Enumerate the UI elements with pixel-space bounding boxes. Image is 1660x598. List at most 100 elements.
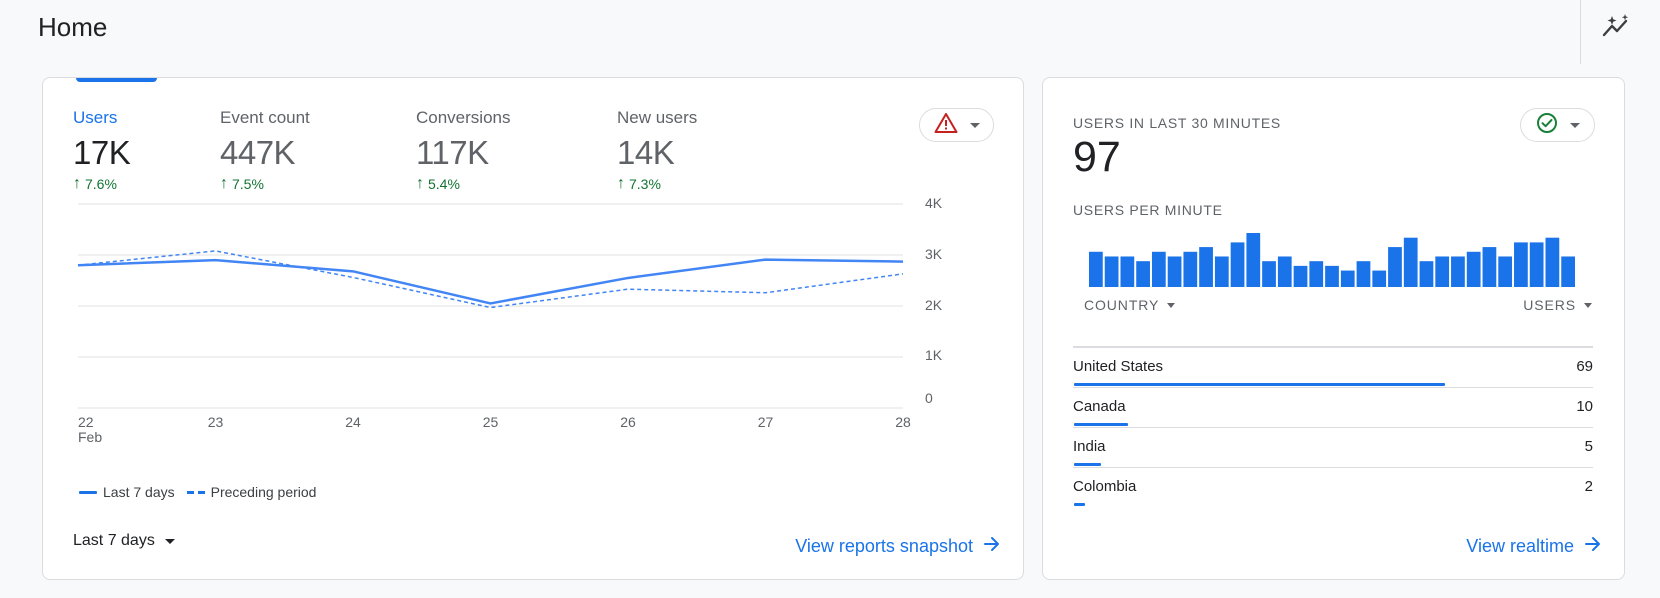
chevron-down-icon [969,122,980,128]
share-bar [1074,423,1128,426]
y-tick-label: 4K [925,195,943,211]
per-minute-bar [1340,270,1355,287]
metric-label: Conversions [416,108,511,127]
insights-button[interactable] [1594,8,1638,48]
share-bar [1074,503,1085,506]
metric-tab-event-count[interactable]: Event count 447K ↑ 7.5% [220,108,310,192]
legend-item-previous: Preceding period [186,484,316,500]
per-minute-bar [1136,261,1150,287]
arrow-up-icon: ↑ [416,175,424,192]
x-tick-label: 25 [483,414,499,430]
column-label: COUNTRY [1084,297,1160,313]
per-minute-bar [1419,261,1434,287]
per-minute-bar [1199,247,1213,287]
per-minute-bar [1435,256,1450,287]
x-tick-label: 23 [208,414,224,430]
realtime-subtitle: USERS PER MINUTE [1073,202,1223,218]
realtime-title: USERS IN LAST 30 MINUTES [1073,115,1281,131]
metric-change: ↑ 5.4% [416,175,460,193]
date-range-label: Last 7 days [73,532,155,549]
metric-change: ↑ 7.6% [73,175,117,193]
link-label: View reports snapshot [795,536,973,556]
users-per-minute-bar-chart [1089,233,1575,287]
country-users: 69 [1576,358,1593,375]
active-tab-indicator [76,78,157,82]
x-tick-sublabel: Feb [78,429,102,445]
overview-card: Users 17K ↑ 7.6% Event count 447K ↑ 7.5% C… [42,77,1024,580]
y-tick-label: 2K [925,297,943,313]
per-minute-bar [1230,242,1245,287]
per-minute-bar [1262,261,1276,287]
per-minute-bar [1514,242,1528,287]
per-minute-bar [1356,261,1371,287]
per-minute-bar [1482,247,1497,287]
x-tick-label: 26 [620,414,636,430]
chart-legend: Last 7 days Preceding period [79,484,328,500]
x-tick-label: 28 [895,414,911,430]
table-header-divider [1073,346,1593,348]
x-tick-label: 22 [78,414,94,430]
arrow-up-icon: ↑ [617,175,625,192]
metric-value: 117K [416,134,489,171]
per-minute-bar [1498,256,1513,287]
country-name: United States [1073,358,1164,375]
arrow-up-icon: ↑ [220,175,228,192]
data-quality-menu-button[interactable] [919,108,994,142]
metric-label: New users [617,108,698,127]
per-minute-bar [1293,265,1308,287]
header-divider [1580,0,1581,64]
per-minute-bar [1167,256,1182,287]
country-users: 10 [1576,398,1593,415]
per-minute-bar [1466,251,1481,287]
per-minute-bar [1151,251,1166,287]
date-range-dropdown[interactable]: Last 7 days [73,532,175,550]
check-circle-icon [1536,112,1558,139]
table-row: United States 69 [1073,348,1593,388]
metric-tab-new-users[interactable]: New users 14K ↑ 7.3% [617,108,697,192]
users-line-chart: 4K 3K 2K 1K 0 22 23 24 25 26 27 28 Feb [77,195,943,445]
metric-tab-conversions[interactable]: Conversions 117K ↑ 5.4% [416,108,511,192]
metric-tab-users[interactable]: Users 17K ↑ 7.6% [73,108,131,193]
per-minute-bar [1451,256,1465,287]
country-name: Canada [1073,398,1126,415]
metric-change: ↑ 7.3% [617,175,661,193]
legend-dashed-swatch [186,490,205,494]
y-tick-label: 0 [925,390,933,406]
country-name: Colombia [1073,478,1137,495]
y-tick-label: 1K [925,347,943,363]
country-users: 5 [1584,438,1593,455]
share-bar [1074,463,1101,466]
metric-value: 17K [73,134,131,171]
metric-value: 14K [617,134,675,171]
share-bar [1074,383,1445,386]
sort-down-icon [1584,302,1592,308]
link-label: View realtime [1466,536,1574,556]
per-minute-bar [1183,251,1198,287]
per-minute-bar [1372,270,1387,287]
metric-value: 447K [220,134,296,171]
legend-label: Last 7 days [103,484,175,500]
country-users: 2 [1584,478,1593,495]
realtime-status-menu-button[interactable] [1520,108,1595,142]
column-label: USERS [1523,297,1576,313]
y-tick-label: 3K [925,246,943,262]
per-minute-bar [1529,242,1544,287]
sort-down-icon [1167,302,1176,308]
warning-icon [934,112,958,139]
chevron-down-icon [1569,122,1580,128]
per-minute-bar [1545,237,1560,287]
users-column-header[interactable]: USERS [1523,297,1592,313]
x-tick-label: 27 [758,414,774,430]
table-row: Canada 10 [1073,388,1593,428]
arrow-up-icon: ↑ [73,175,81,192]
country-column-header[interactable]: COUNTRY [1084,297,1176,313]
per-minute-bar [1246,233,1261,287]
view-realtime-link[interactable]: View realtime [1466,535,1602,558]
series-line-preceding [77,250,904,309]
per-minute-bar [1277,256,1292,287]
page-title: Home [38,12,108,42]
chevron-down-icon [164,538,175,544]
row-divider [1073,427,1593,428]
series-line-current [77,258,904,305]
view-reports-snapshot-link[interactable]: View reports snapshot [795,535,1001,558]
